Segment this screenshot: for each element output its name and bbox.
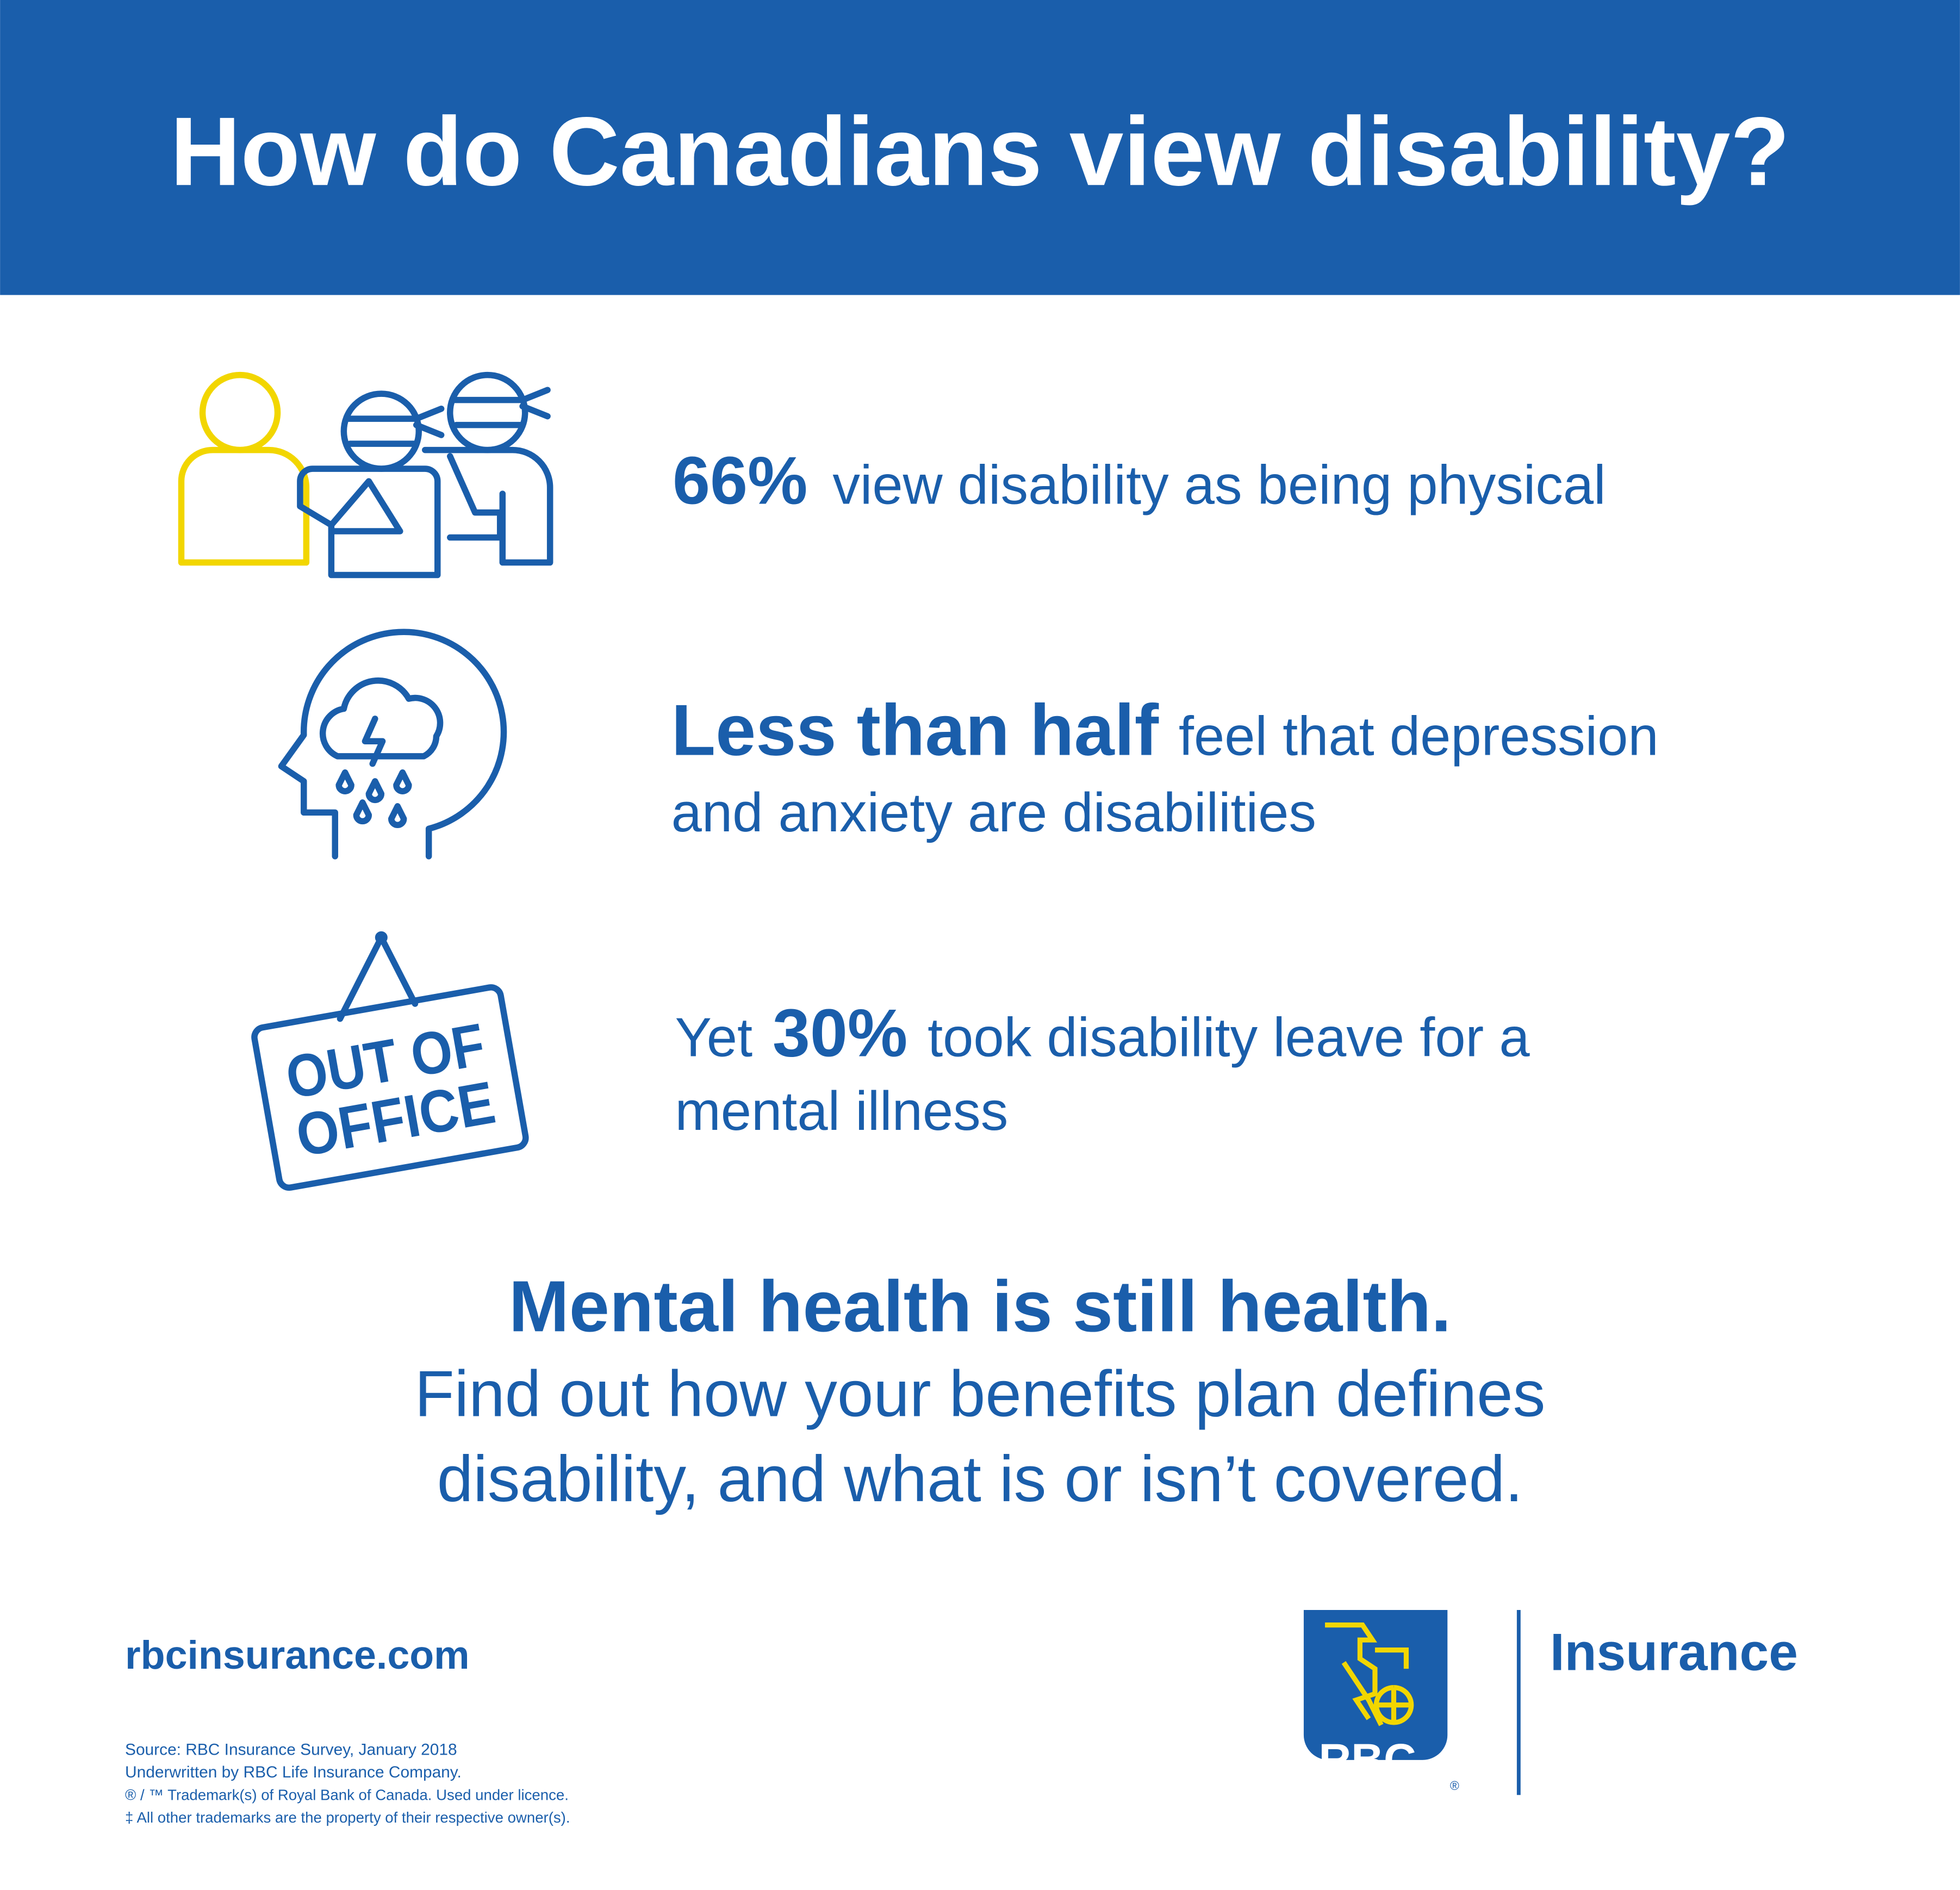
icon-part: [335, 769, 412, 828]
closing-headline: Mental health is still health.: [509, 1266, 1452, 1347]
stat-text: took disability leave for a: [928, 1007, 1530, 1068]
logo-emblem: [1325, 1622, 1414, 1726]
stat-text: Yet: [675, 1007, 753, 1068]
title: How do Canadians view disability?: [170, 97, 1790, 206]
footnote: Source: RBC Insurance Survey, January 20…: [125, 1741, 457, 1759]
closing-line: Find out how your benefits plan defines: [415, 1358, 1546, 1431]
logo-registered: ®: [1450, 1779, 1459, 1793]
footnote: ® / ™ Trademark(s) of Royal Bank of Cana…: [125, 1786, 569, 1803]
stat: Less than half feel that depression: [671, 690, 1659, 771]
stat-text: view disability as being physical: [832, 454, 1606, 515]
icon-part: [447, 371, 528, 453]
icon-part: [199, 371, 281, 453]
icon-part: [178, 446, 310, 566]
stat-text: and anxiety are disabilities: [671, 782, 1316, 843]
icon-part: [422, 446, 553, 566]
stat-highlight: Less than half: [671, 690, 1159, 771]
footnote: Underwritten by RBC Life Insurance Compa…: [125, 1763, 462, 1781]
icon-part: [319, 677, 444, 760]
stat: 66% view disability as being physical: [673, 443, 1606, 518]
icon-part: [251, 984, 529, 1191]
header-band: [0, 0, 1960, 295]
people-icon: [178, 371, 553, 579]
stat-text: mental illness: [675, 1080, 1009, 1142]
icon-part: [343, 406, 445, 447]
head-icon: [278, 629, 507, 860]
footnote: ‡ All other trademarks are the property …: [125, 1809, 570, 1826]
rbc-logo: RBC ® Insurance: [1303, 1610, 1798, 1795]
icon-part: [278, 629, 507, 860]
stat-highlight: 66%: [673, 443, 807, 518]
icon-part: [340, 390, 422, 472]
stat: Yet 30% took disability leave for a: [675, 996, 1530, 1071]
icon-part: [297, 465, 441, 579]
url: rbcinsurance.com: [125, 1632, 470, 1677]
logo-mark: RBC: [1319, 1734, 1416, 1785]
stat-highlight: 30%: [773, 996, 907, 1071]
icon-part: [449, 387, 551, 428]
icon-part: [362, 716, 386, 767]
sign-icon: OUT OF OFFICE: [251, 931, 529, 1191]
logo-name: Insurance: [1550, 1623, 1798, 1681]
stat-text: feel that depression: [1179, 706, 1659, 767]
icon-part: [337, 934, 419, 1022]
closing-line: disability, and what is or isn’t covered…: [437, 1443, 1523, 1515]
